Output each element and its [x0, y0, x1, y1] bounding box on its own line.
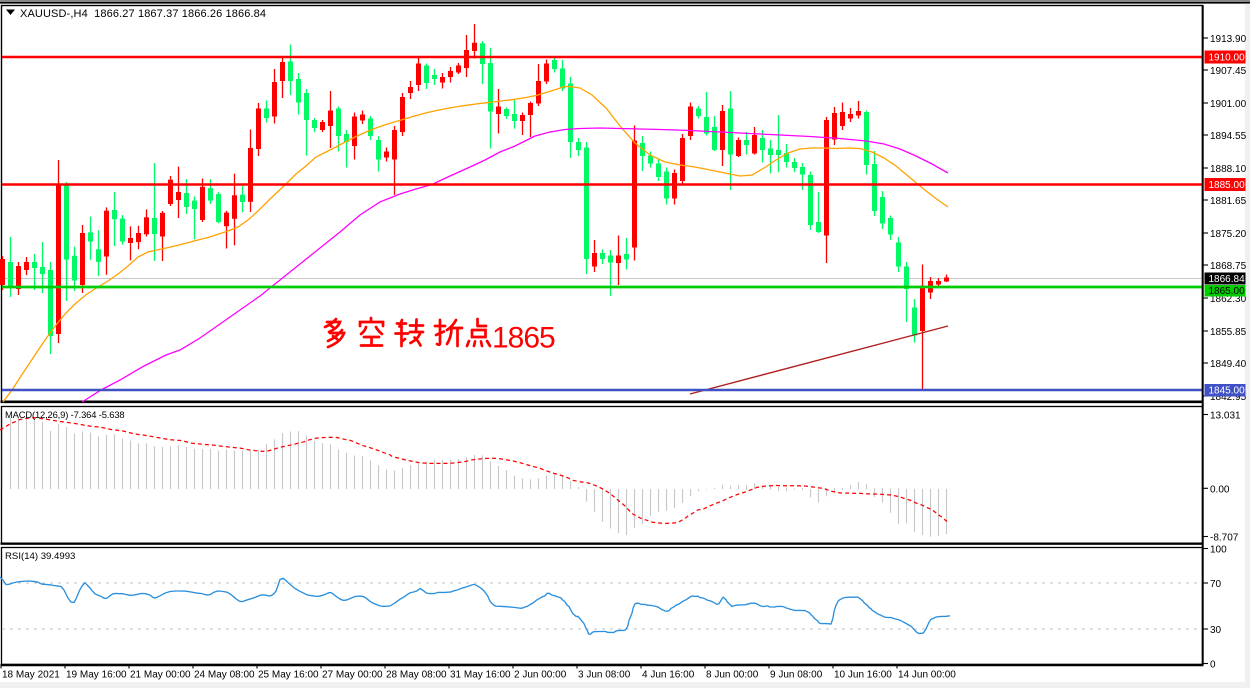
svg-text:1862.30: 1862.30: [1210, 294, 1247, 305]
svg-text:21 May 00:00: 21 May 00:00: [130, 670, 191, 681]
svg-text:100: 100: [1210, 545, 1227, 556]
svg-text:1868.75: 1868.75: [1210, 261, 1247, 272]
svg-text:0: 0: [1210, 660, 1216, 671]
svg-text:1845.00: 1845.00: [1209, 386, 1246, 397]
svg-text:RSI(14) 39.4993: RSI(14) 39.4993: [5, 551, 75, 562]
svg-text:30: 30: [1210, 625, 1222, 636]
svg-text:28 May 08:00: 28 May 08:00: [386, 670, 447, 681]
svg-text:1842.95: 1842.95: [1210, 392, 1247, 403]
svg-text:1865: 1865: [492, 322, 555, 355]
svg-text:13.031: 13.031: [1210, 411, 1241, 422]
svg-text:70: 70: [1210, 579, 1222, 590]
svg-text:1913.90: 1913.90: [1210, 34, 1247, 45]
svg-text:19 May 16:00: 19 May 16:00: [66, 670, 127, 681]
svg-text:1855.85: 1855.85: [1210, 327, 1247, 338]
svg-text:1910.00: 1910.00: [1209, 53, 1246, 64]
svg-text:14 Jun 00:00: 14 Jun 00:00: [898, 670, 956, 681]
svg-text:1865.00: 1865.00: [1209, 286, 1246, 297]
svg-text:XAUUSD-,H4 1866.27 1867.37 18: XAUUSD-,H4 1866.27 1867.37 1866.26 1866.…: [20, 8, 266, 20]
svg-text:MACD(12,26,9) -7.364 -5.638: MACD(12,26,9) -7.364 -5.638: [5, 409, 124, 420]
svg-text:-8.707: -8.707: [1210, 533, 1239, 544]
svg-text:10 Jun 16:00: 10 Jun 16:00: [834, 670, 892, 681]
svg-text:27 May 00:00: 27 May 00:00: [322, 670, 383, 681]
svg-text:4 Jun 16:00: 4 Jun 16:00: [642, 670, 695, 681]
svg-text:1901.00: 1901.00: [1210, 99, 1247, 110]
svg-text:8 Jun 00:00: 8 Jun 00:00: [706, 670, 759, 681]
svg-text:1849.40: 1849.40: [1210, 359, 1247, 370]
svg-text:1875.20: 1875.20: [1210, 229, 1247, 240]
svg-text:1881.65: 1881.65: [1210, 196, 1247, 207]
svg-text:25 May 16:00: 25 May 16:00: [258, 670, 319, 681]
svg-text:1907.45: 1907.45: [1210, 66, 1247, 77]
svg-text:1866.84: 1866.84: [1209, 274, 1246, 285]
svg-text:1885.00: 1885.00: [1209, 180, 1246, 191]
svg-text:18 May 2021: 18 May 2021: [2, 670, 60, 681]
svg-text:1888.10: 1888.10: [1210, 164, 1247, 175]
svg-text:31 May 16:00: 31 May 16:00: [450, 670, 511, 681]
svg-text:0.00: 0.00: [1210, 484, 1230, 495]
svg-text:9 Jun 08:00: 9 Jun 08:00: [770, 670, 823, 681]
svg-text:2 Jun 00:00: 2 Jun 00:00: [514, 670, 567, 681]
svg-text:1894.55: 1894.55: [1210, 131, 1247, 142]
svg-text:24 May 08:00: 24 May 08:00: [194, 670, 255, 681]
svg-text:3 Jun 08:00: 3 Jun 08:00: [578, 670, 631, 681]
